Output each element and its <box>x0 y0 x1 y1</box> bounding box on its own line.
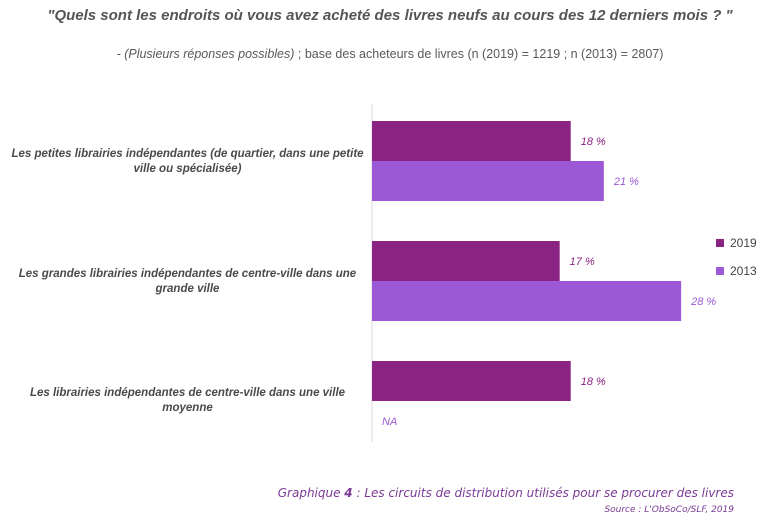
legend-item-2019: 2019 <box>716 236 757 250</box>
data-label-2019-3: 18 % <box>581 376 606 388</box>
bar-2019-3 <box>372 361 571 401</box>
data-label-2013-3: NA <box>382 416 397 428</box>
chart-title: "Quels sont les endroits où vous avez ac… <box>47 7 733 24</box>
legend-swatch-2013 <box>716 267 724 275</box>
figure-caption: Graphique 4 : Les circuits de distributi… <box>278 486 734 500</box>
data-label-2013-1: 21 % <box>613 176 639 188</box>
category-label-petites-librairies: Les petites librairies indépendantes (de… <box>11 148 364 175</box>
legend-label-2013: 2013 <box>730 264 757 278</box>
caption-number: 4 <box>344 486 353 500</box>
legend-item-2013: 2013 <box>716 264 757 278</box>
bar-2019-2 <box>372 241 560 281</box>
caption-text: : Les circuits de distribution utilisés … <box>352 486 734 500</box>
legend-swatch-2019 <box>716 239 724 247</box>
data-label-2019-2: 17 % <box>570 256 595 268</box>
source-note: Source : L'ObSoCo/SLF, 2019 <box>604 505 734 515</box>
subtitle-note: - (Plusieurs réponses possibles) <box>116 47 295 61</box>
bar-2019-1 <box>372 121 571 161</box>
caption-prefix: Graphique <box>277 486 345 500</box>
subtitle-base: ; base des acheteurs de livres (n (2019)… <box>297 47 664 61</box>
chart-subtitle: - (Plusieurs réponses possibles) ; base … <box>40 46 740 62</box>
category-label-grandes-librairies: Les grandes librairies indépendantes de … <box>18 268 357 295</box>
bar-2013-2 <box>372 281 682 321</box>
bar-2013-1 <box>372 161 604 201</box>
category-label-villes-moyennes: Les librairies indépendantes de centre-v… <box>29 387 346 414</box>
legend-label-2019: 2019 <box>730 236 757 250</box>
data-label-2013-2: 28 % <box>690 296 716 308</box>
data-label-2019-1: 18 % <box>581 136 606 148</box>
